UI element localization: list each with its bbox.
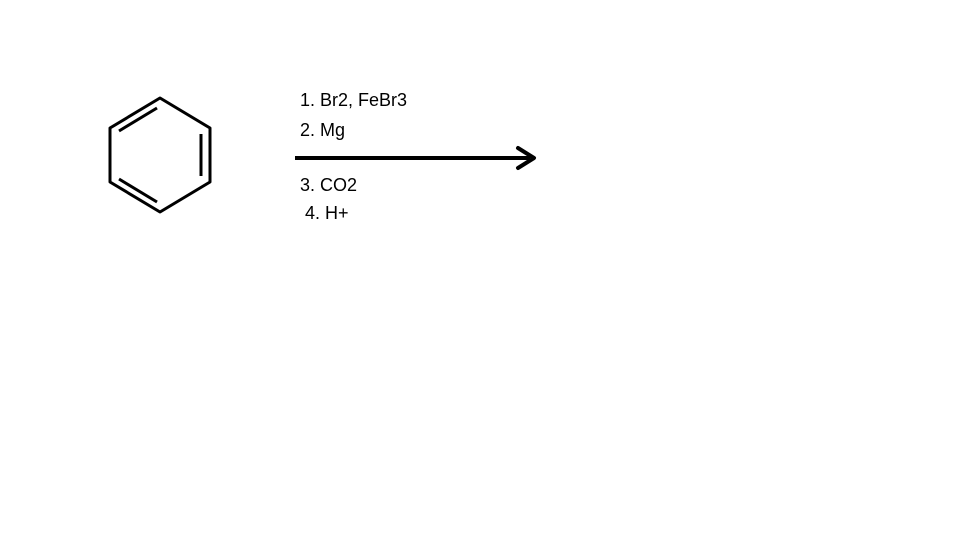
reaction-arrow	[290, 140, 550, 176]
reagent-step-2: 2. Mg	[300, 120, 345, 141]
diagram-canvas: 1. Br2, FeBr3 2. Mg 3. CO2 4. H+	[0, 0, 960, 540]
benzene-ring	[105, 95, 215, 215]
reagent-step-4: 4. H+	[305, 203, 349, 224]
reagent-step-1: 1. Br2, FeBr3	[300, 90, 407, 111]
reagent-step-3: 3. CO2	[300, 175, 357, 196]
